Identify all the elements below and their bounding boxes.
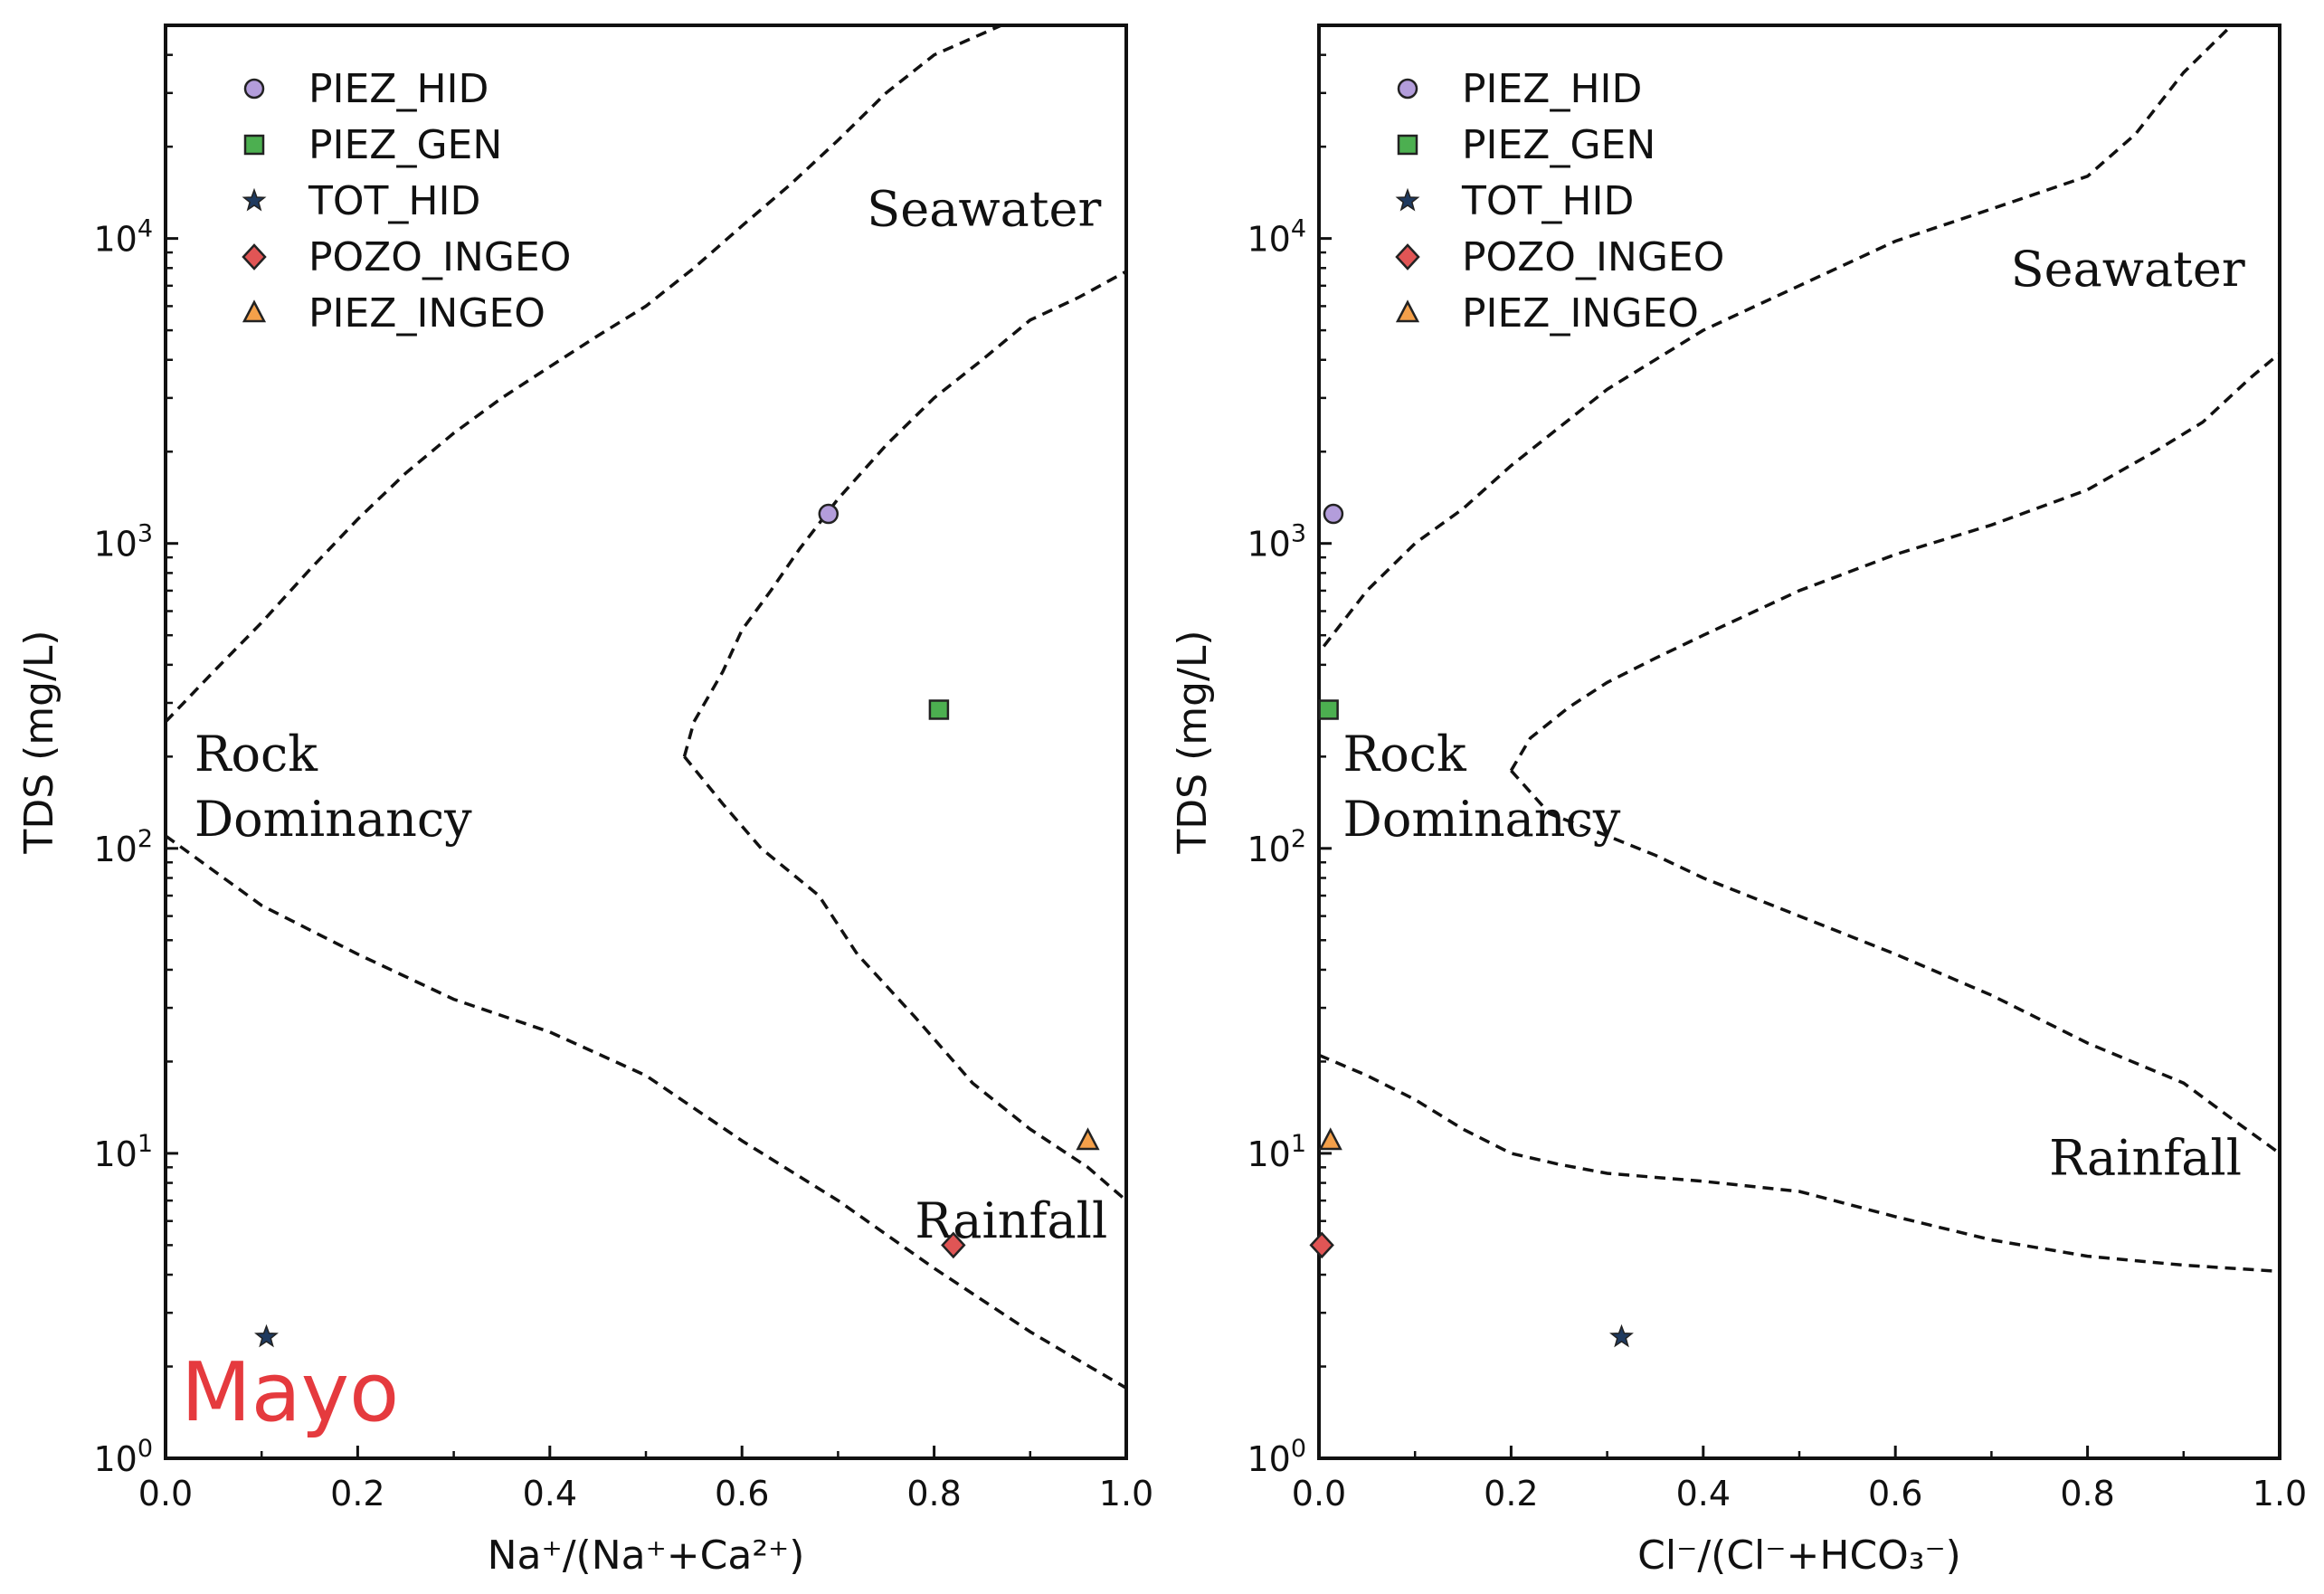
legend-label: TOT_HID xyxy=(1461,178,1634,224)
legend-label: PIEZ_INGEO xyxy=(1462,290,1699,337)
y-axis-title: TDS (mg/L) xyxy=(16,630,62,854)
region-label: Rainfall xyxy=(915,1192,1107,1249)
region-labels: Seawater Rock Dominancy Rainfall xyxy=(194,181,1107,1249)
legend-marker xyxy=(242,299,267,323)
x-tick-label: 1.0 xyxy=(2253,1474,2307,1513)
data-point xyxy=(1318,1127,1342,1151)
boundary-line xyxy=(682,270,1126,757)
legend-label: PIEZ_GEN xyxy=(1462,122,1655,168)
x-axis: 0.0 0.2 0.4 0.6 0.8 1.0 xyxy=(138,1446,1153,1513)
boundary-line xyxy=(166,834,1126,1390)
y-tick-label: 104 xyxy=(93,215,153,260)
legend-label: PIEZ_HID xyxy=(308,66,489,112)
x-tick-label: 0.2 xyxy=(330,1474,384,1513)
legend-label: POZO_INGEO xyxy=(1462,234,1724,280)
data-point xyxy=(818,503,839,525)
y-tick-label: 102 xyxy=(1247,825,1306,869)
legend: PIEZ_HID PIEZ_GEN TOT_HID POZO_INGEO PIEZ_IN… xyxy=(1395,66,1724,337)
x-tick-label: 1.0 xyxy=(1099,1474,1153,1513)
data-point xyxy=(1076,1127,1100,1151)
data-point xyxy=(1609,1324,1634,1348)
boundary-line xyxy=(1510,769,2280,1155)
legend-marker xyxy=(1397,78,1418,100)
data-point xyxy=(941,1231,966,1259)
legend-marker xyxy=(1395,187,1420,212)
y-axis: 100 101 102 103 104 xyxy=(93,24,178,1479)
legend-marker xyxy=(242,243,267,270)
legend-marker xyxy=(242,187,267,212)
boundary-line xyxy=(683,755,1126,1202)
region-label: Rainfall xyxy=(2049,1130,2242,1187)
legend-marker xyxy=(243,78,265,100)
y-tick-label: 103 xyxy=(93,520,153,565)
y-tick-label: 100 xyxy=(1247,1435,1306,1479)
legend: PIEZ_HID PIEZ_GEN TOT_HID POZO_INGEO PIEZ_IN… xyxy=(242,66,571,337)
data-point xyxy=(1323,503,1344,525)
legend-label: PIEZ_INGEO xyxy=(308,290,545,337)
legend-label: POZO_INGEO xyxy=(308,234,571,280)
data-points xyxy=(254,503,1100,1348)
boundary-line xyxy=(1322,25,2234,648)
data-point xyxy=(1318,699,1339,720)
y-tick-label: 102 xyxy=(93,825,153,869)
legend-marker xyxy=(1397,134,1418,156)
x-tick-label: 0.6 xyxy=(1868,1474,1922,1513)
y-tick-label: 104 xyxy=(1247,215,1306,260)
data-point xyxy=(254,1324,279,1348)
x-tick-label: 0.4 xyxy=(523,1474,577,1513)
region-label: Rock xyxy=(194,726,318,783)
region-label: Rock xyxy=(1343,726,1467,783)
y-tick-label: 101 xyxy=(1247,1130,1306,1174)
x-tick-label: 0.8 xyxy=(2060,1474,2114,1513)
legend-marker xyxy=(1395,243,1420,270)
x-tick-label: 0.0 xyxy=(1292,1474,1346,1513)
region-label: Dominancy xyxy=(194,791,472,848)
x-axis-title: Na⁺/(Na⁺+Ca²⁺) xyxy=(488,1532,805,1579)
data-points xyxy=(1309,503,1634,1348)
y-tick-label: 103 xyxy=(1247,520,1306,565)
y-axis: 100 101 102 103 104 xyxy=(1247,24,1332,1479)
watermark-label: Mayo xyxy=(181,1345,399,1440)
chart-panel-2: 0.0 0.2 0.4 0.6 0.8 1.0 100 101 102 103 104 Cl⁻/(Cl… xyxy=(1170,24,2307,1579)
boundary-lines xyxy=(166,25,1126,1390)
data-point xyxy=(1309,1231,1334,1259)
region-label: Dominancy xyxy=(1343,791,1621,848)
y-tick-label: 100 xyxy=(93,1435,153,1479)
legend-label: PIEZ_GEN xyxy=(308,122,502,168)
boundary-lines xyxy=(1319,25,2280,1274)
legend-marker xyxy=(1395,299,1420,323)
data-point xyxy=(928,699,950,720)
x-tick-label: 0.8 xyxy=(906,1474,961,1513)
legend-marker xyxy=(243,134,265,156)
x-axis-title: Cl⁻/(Cl⁻+HCO₃⁻) xyxy=(1637,1532,1961,1579)
x-tick-label: 0.6 xyxy=(715,1474,769,1513)
x-axis: 0.0 0.2 0.4 0.6 0.8 1.0 xyxy=(1292,1446,2307,1513)
boundary-line xyxy=(1319,1053,2280,1274)
chart-panel-1: 0.0 0.2 0.4 0.6 0.8 1.0 100 101 102 103 104 Na⁺/(Na… xyxy=(16,24,1153,1579)
x-tick-label: 0.2 xyxy=(1484,1474,1538,1513)
boundary-line xyxy=(1509,352,2280,772)
x-tick-label: 0.0 xyxy=(138,1474,193,1513)
y-tick-label: 101 xyxy=(93,1130,153,1174)
region-labels: Seawater Rock Dominancy Rainfall xyxy=(1343,241,2245,1187)
region-label: Seawater xyxy=(2011,241,2245,298)
legend-label: PIEZ_HID xyxy=(1462,66,1642,112)
region-label: Seawater xyxy=(867,181,1101,238)
x-tick-label: 0.4 xyxy=(1676,1474,1731,1513)
y-axis-title: TDS (mg/L) xyxy=(1170,630,1216,854)
boundary-line xyxy=(166,25,1006,724)
legend-label: TOT_HID xyxy=(308,178,480,224)
